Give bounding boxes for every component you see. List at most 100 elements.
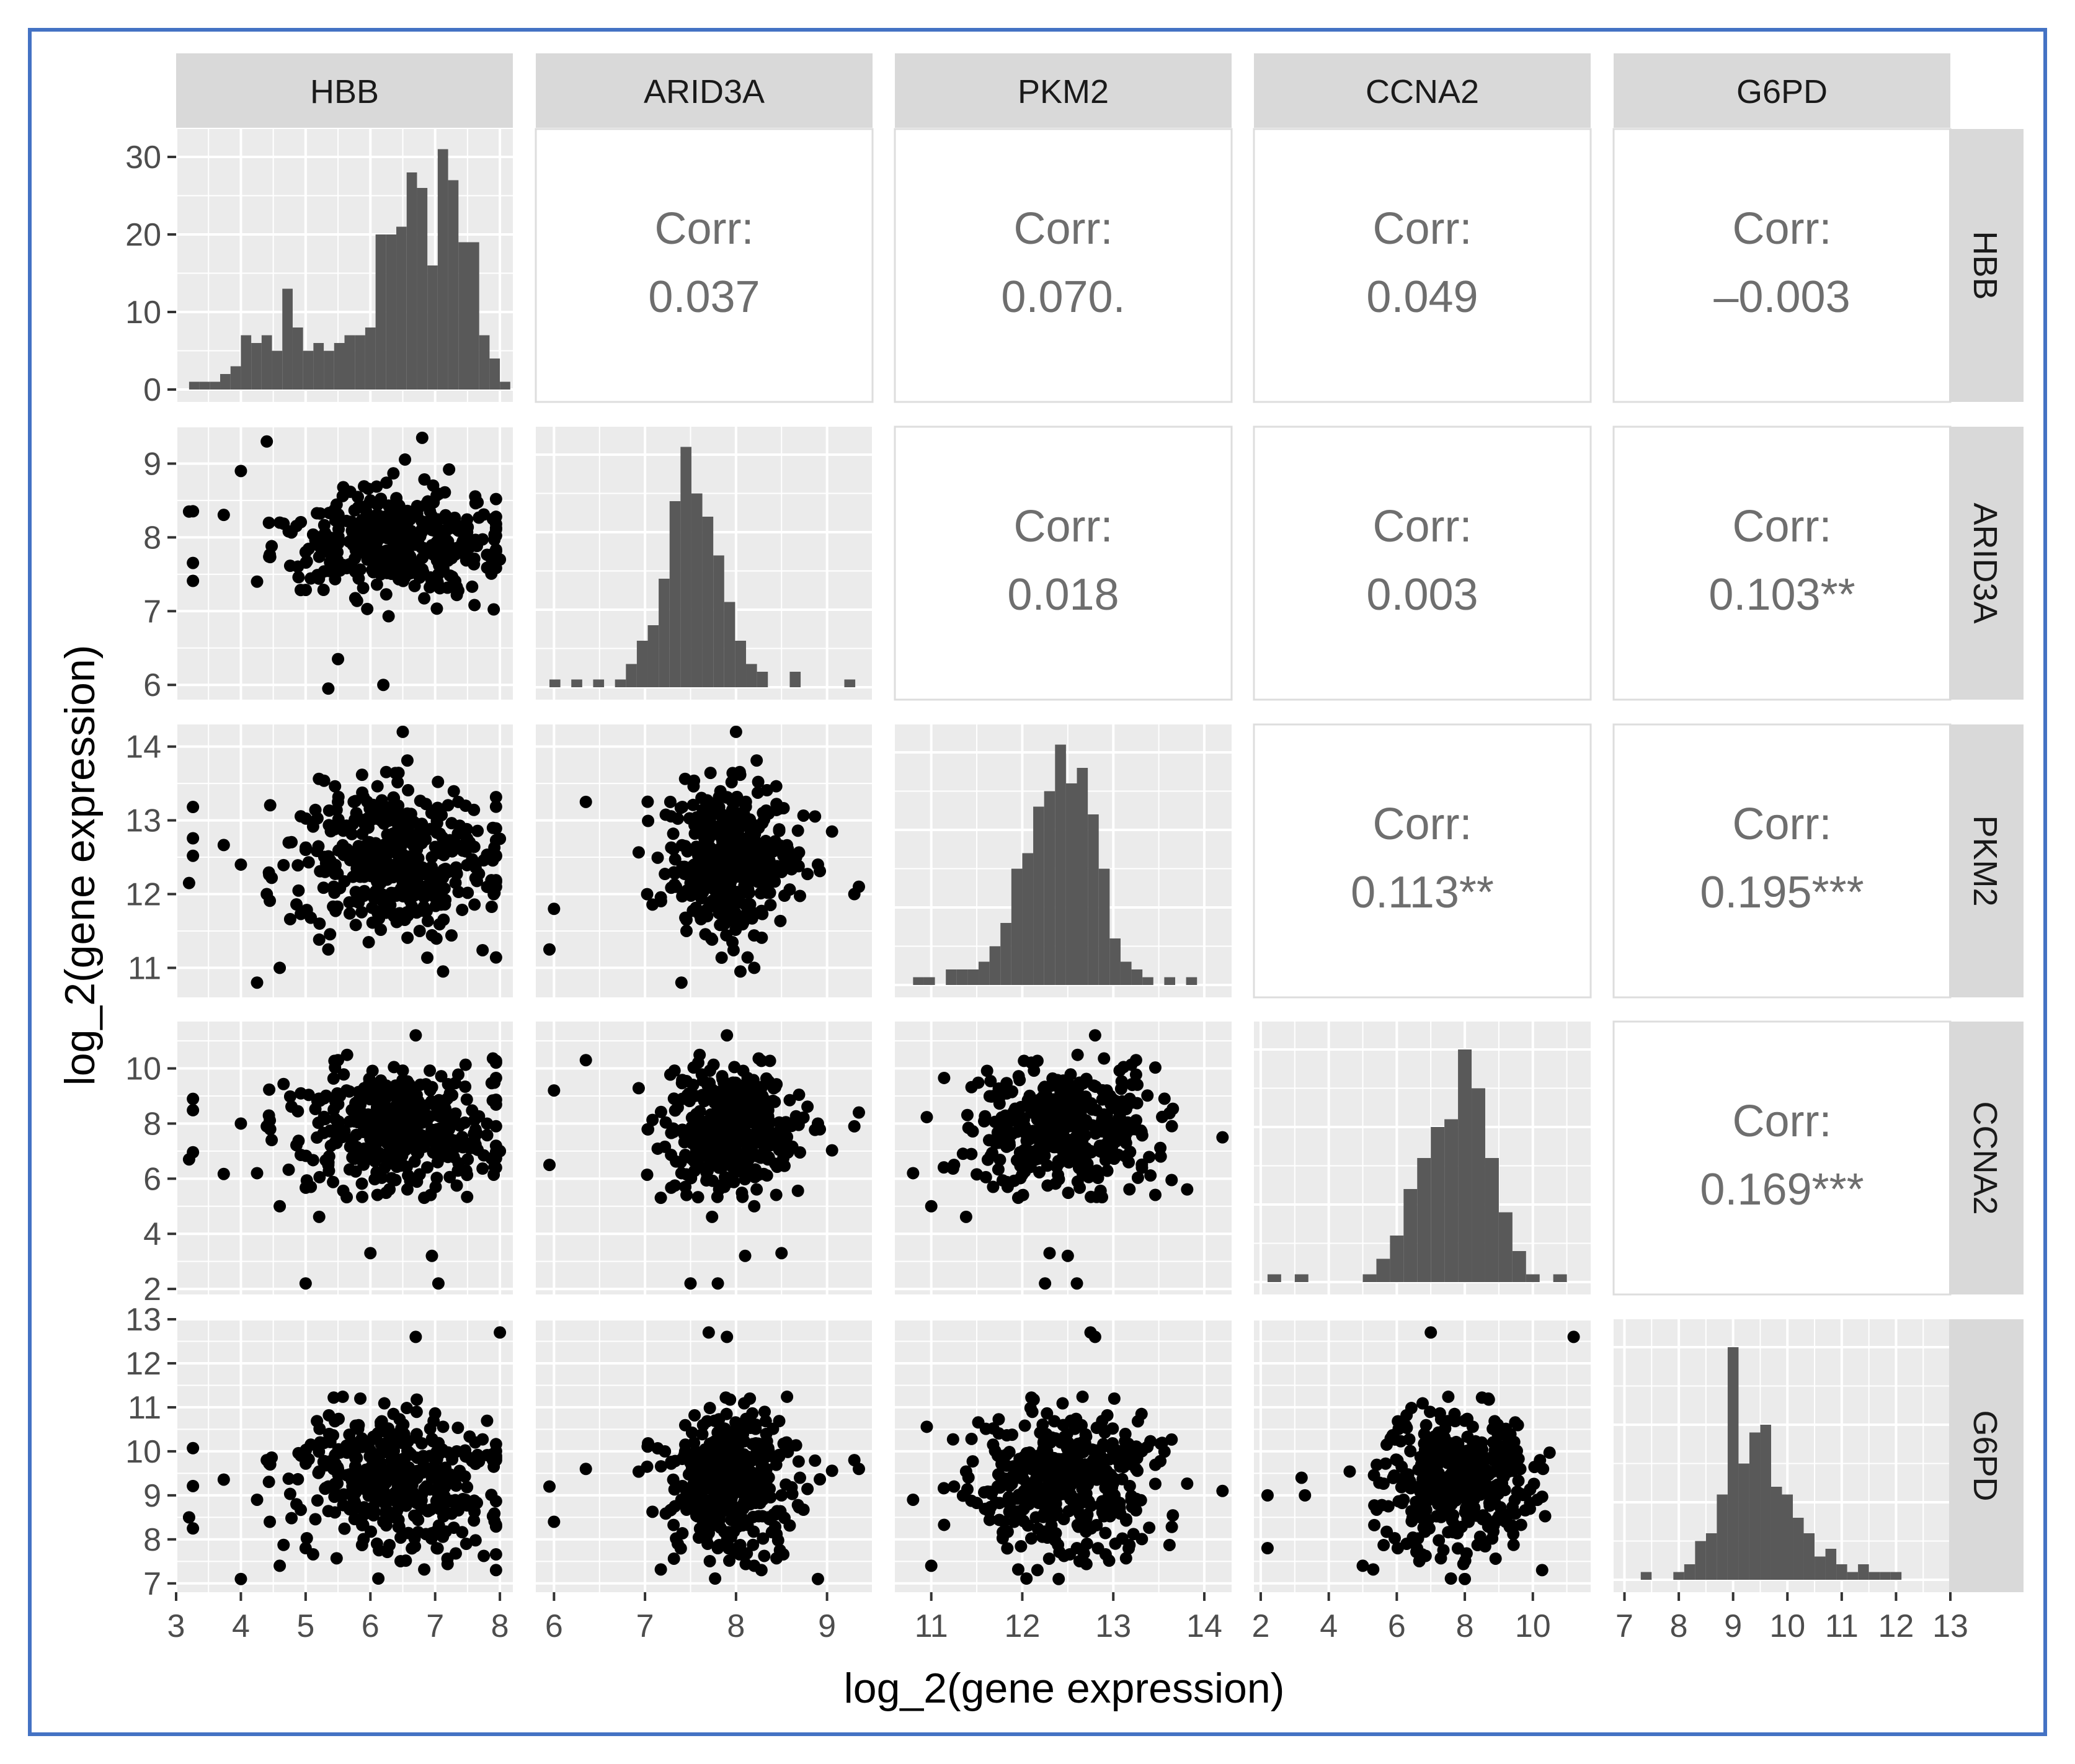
scatter-point xyxy=(468,898,481,911)
scatter-point xyxy=(1064,1110,1077,1123)
scatter-point xyxy=(299,844,312,857)
scatter-point xyxy=(691,1469,704,1482)
histogram-bar xyxy=(923,977,935,985)
scatter-point xyxy=(458,1470,471,1483)
scatter-point xyxy=(217,509,230,522)
histogram-bar xyxy=(1803,1533,1815,1580)
scatter-point xyxy=(409,538,422,551)
scatter-point xyxy=(187,801,200,814)
x-tick-label: 9 xyxy=(818,1608,836,1644)
scatter-point xyxy=(347,1492,360,1505)
scatter-point xyxy=(670,880,683,893)
scatter-point xyxy=(344,1140,357,1153)
scatter-point xyxy=(313,1465,326,1478)
scatter-point xyxy=(449,574,462,587)
scatter-point xyxy=(579,1054,592,1067)
scatter-point xyxy=(327,1175,340,1188)
scatter-point xyxy=(300,1531,313,1544)
scatter-point xyxy=(392,1502,405,1515)
scatter-point xyxy=(1108,1392,1121,1405)
scatter-point xyxy=(1041,1531,1054,1544)
scatter-point xyxy=(801,1100,814,1113)
scatter-point xyxy=(1428,1436,1441,1449)
scatter-point xyxy=(1091,1542,1104,1555)
scatter-point xyxy=(1524,1497,1537,1510)
scatter-point xyxy=(1025,1463,1038,1476)
scatter-point xyxy=(1419,1549,1432,1562)
scatter-point xyxy=(1091,1172,1104,1185)
scatter-point xyxy=(1141,1089,1154,1102)
scatter-point xyxy=(987,1438,1000,1451)
histogram-bar xyxy=(1022,853,1034,985)
scatter-point xyxy=(690,840,703,853)
scatter-point xyxy=(695,912,708,925)
scatter-point xyxy=(667,1125,680,1138)
scatter-point xyxy=(774,914,787,927)
scatter-point xyxy=(347,795,360,808)
scatter-point xyxy=(350,807,363,820)
scatter-point xyxy=(703,1077,716,1090)
corr-panel-background xyxy=(1612,128,1952,403)
scatter-point xyxy=(1072,1474,1085,1487)
scatter-point xyxy=(726,767,739,780)
y-tick-label: 8 xyxy=(143,1106,161,1142)
scatter-point xyxy=(262,516,275,529)
scatter-point xyxy=(387,810,400,823)
scatter-point xyxy=(304,1438,318,1451)
scatter-point xyxy=(1102,1472,1115,1485)
scatter-point xyxy=(425,851,438,864)
scatter-point xyxy=(182,876,195,889)
scatter-point xyxy=(437,849,450,862)
scatter-point xyxy=(793,1501,806,1514)
scatter-point xyxy=(1111,1454,1124,1467)
scatter-point xyxy=(1074,1494,1087,1507)
scatter-point xyxy=(632,1465,645,1478)
scatter-point xyxy=(1261,1542,1274,1555)
scatter-point xyxy=(770,1552,783,1565)
scatter-point xyxy=(1434,1552,1447,1565)
scatter-point xyxy=(1539,1510,1552,1523)
strip-right-label: G6PD xyxy=(1966,1410,2004,1501)
scatter-point xyxy=(759,834,772,847)
scatter-point xyxy=(494,553,507,566)
scatter-point xyxy=(398,850,411,863)
scatter-point xyxy=(962,1121,975,1134)
scatter-point xyxy=(402,548,415,561)
scatter-point xyxy=(775,865,788,878)
scatter-point xyxy=(1057,1513,1070,1526)
scatter-point xyxy=(770,803,783,816)
scatter-point xyxy=(418,473,431,486)
scatter-point xyxy=(757,1532,770,1545)
scatter-point xyxy=(283,1487,296,1500)
scatter-point xyxy=(1367,1469,1380,1482)
scatter-point xyxy=(1061,1471,1074,1484)
x-tick-label: 6 xyxy=(545,1608,563,1644)
scatter-point xyxy=(489,1438,502,1451)
scatter-point xyxy=(739,851,752,864)
histogram-bar xyxy=(1164,977,1176,985)
scatter-point xyxy=(313,933,326,946)
scatter-point xyxy=(1466,1420,1479,1433)
scatter-point xyxy=(721,1330,734,1343)
scatter-point xyxy=(1106,1092,1119,1105)
scatter-point xyxy=(358,538,371,551)
scatter-point xyxy=(409,1029,422,1042)
scatter-point xyxy=(1158,1092,1171,1105)
scatter-point xyxy=(659,868,672,881)
scatter-point xyxy=(1013,1471,1026,1484)
scatter-point xyxy=(1070,1277,1083,1290)
scatter-point xyxy=(1062,1092,1075,1105)
histogram-bar xyxy=(1512,1251,1526,1282)
scatter-point xyxy=(418,592,431,605)
scatter-point xyxy=(397,1418,410,1431)
scatter-point xyxy=(1488,1495,1501,1508)
scatter-point xyxy=(1377,1539,1390,1552)
scatter-point xyxy=(283,559,296,572)
scatter-point xyxy=(429,899,442,912)
scatter-point xyxy=(378,1397,391,1410)
scatter-point xyxy=(291,1105,304,1118)
scatter-point xyxy=(402,1461,415,1474)
scatter-point xyxy=(356,786,369,799)
scatter-point xyxy=(430,602,443,615)
